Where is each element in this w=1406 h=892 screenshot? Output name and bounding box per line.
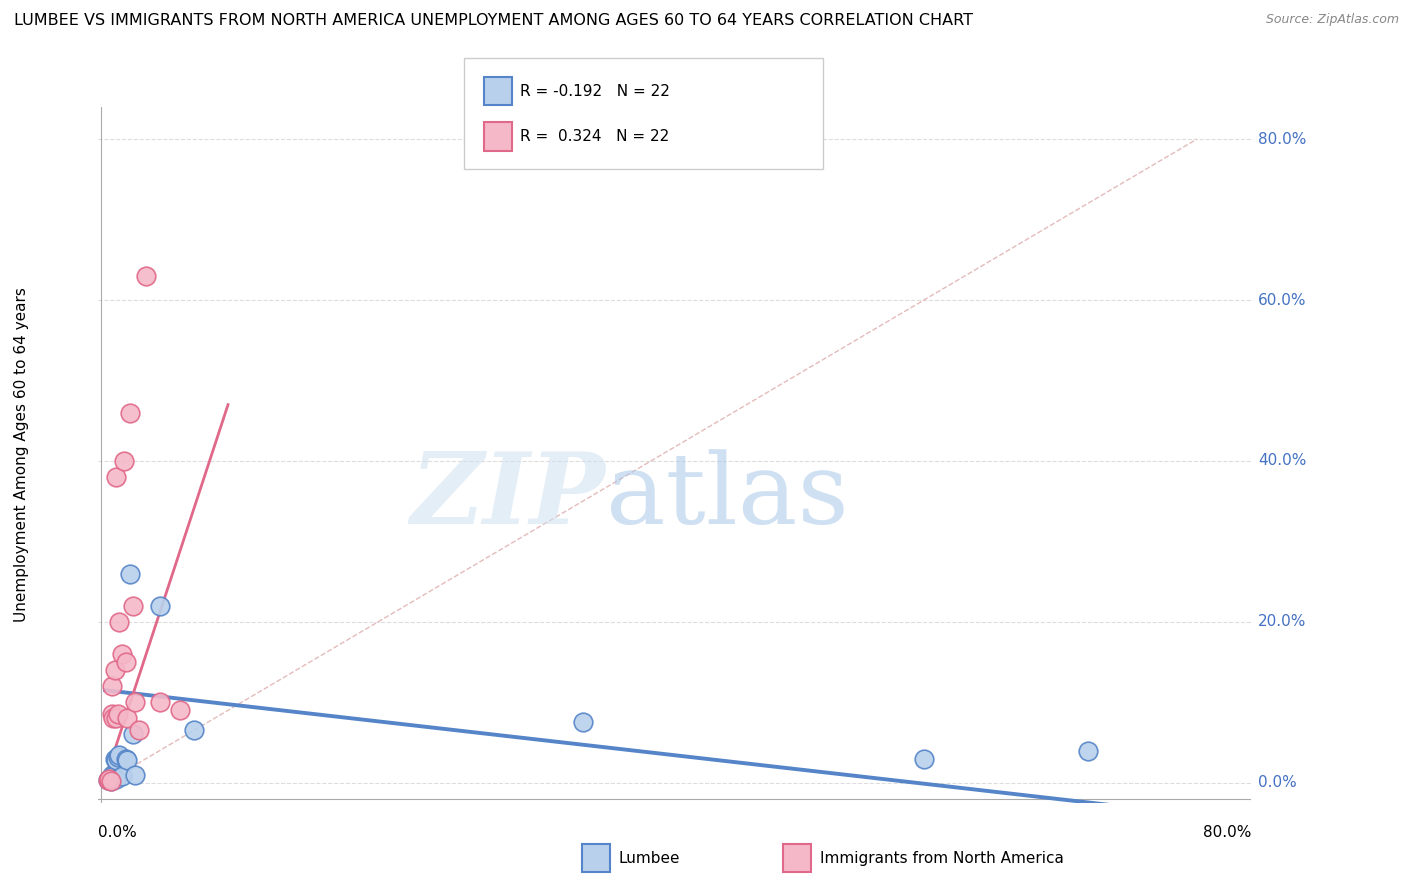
Point (121, 727, 143, 741)
Point (105, 711, 128, 725)
Point (105, 772, 128, 786)
Point (169, 703, 191, 717)
Point (110, 769, 132, 783)
Point (110, 647, 132, 661)
Point (114, 655, 136, 669)
Point (912, 751, 935, 765)
Point (101, 679, 124, 693)
Point (103, 769, 125, 783)
Point (124, 695, 146, 709)
Text: Immigrants from North America: Immigrants from North America (820, 851, 1063, 865)
Text: R =  0.324   N = 22: R = 0.324 N = 22 (520, 128, 669, 144)
Text: LUMBEE VS IMMIGRANTS FROM NORTH AMERICA UNEMPLOYMENT AMONG AGES 60 TO 64 YEARS C: LUMBEE VS IMMIGRANTS FROM NORTH AMERICA … (14, 13, 973, 29)
Text: 40.0%: 40.0% (1258, 453, 1306, 468)
Text: 0.0%: 0.0% (98, 825, 138, 840)
Text: R = -0.192   N = 22: R = -0.192 N = 22 (520, 84, 671, 99)
Text: Lumbee: Lumbee (619, 851, 681, 865)
Point (101, 767, 124, 781)
Point (135, 268, 157, 283)
Point (118, 406, 141, 420)
Point (107, 750, 129, 764)
Point (124, 767, 146, 781)
Point (183, 723, 205, 738)
Point (104, 751, 127, 765)
Point (98, 772, 121, 786)
Point (115, 753, 138, 767)
Point (98, 772, 121, 786)
Point (121, 599, 143, 613)
Point (101, 707, 124, 722)
Point (105, 753, 128, 767)
Text: Source: ZipAtlas.com: Source: ZipAtlas.com (1265, 13, 1399, 27)
Point (128, 723, 150, 738)
Text: 20.0%: 20.0% (1258, 615, 1306, 630)
Text: ZIP: ZIP (411, 449, 606, 545)
Point (115, 711, 138, 725)
Point (118, 566, 141, 581)
Point (97, 773, 120, 788)
Point (112, 454, 135, 468)
Point (104, 663, 127, 677)
Point (108, 615, 131, 629)
Point (1077, 743, 1099, 757)
Text: atlas: atlas (606, 449, 848, 544)
Point (105, 470, 128, 484)
Text: 60.0%: 60.0% (1258, 293, 1306, 308)
Text: 80.0%: 80.0% (1258, 132, 1306, 146)
Text: Unemployment Among Ages 60 to 64 years: Unemployment Among Ages 60 to 64 years (14, 287, 28, 623)
Point (149, 599, 172, 613)
Point (108, 748, 131, 763)
Point (149, 695, 172, 709)
Point (107, 707, 129, 722)
Point (97, 773, 120, 788)
Text: 80.0%: 80.0% (1204, 825, 1251, 840)
Point (100, 774, 122, 789)
Point (103, 711, 125, 725)
Point (100, 774, 122, 789)
Point (101, 773, 124, 788)
Point (114, 751, 136, 765)
Text: 0.0%: 0.0% (1258, 775, 1298, 790)
Point (571, 715, 593, 730)
